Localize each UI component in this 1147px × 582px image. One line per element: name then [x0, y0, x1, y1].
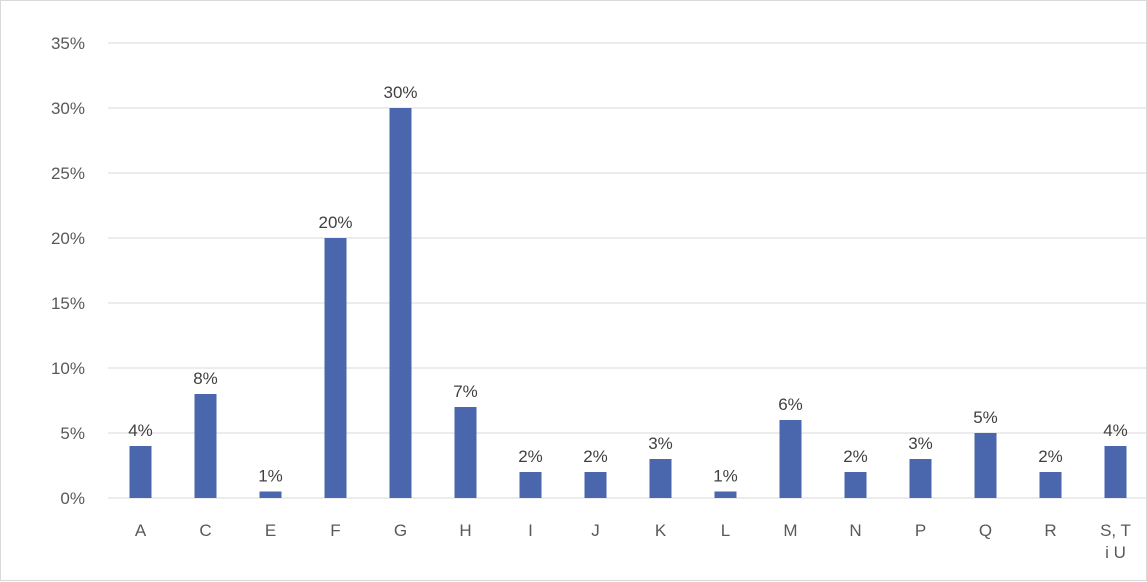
data-label: 5% — [973, 408, 998, 427]
bars — [129, 108, 1127, 498]
y-tick-label: 30% — [51, 99, 85, 118]
bar-j — [584, 472, 607, 498]
x-tick-label: E — [265, 521, 276, 540]
data-label: 8% — [193, 369, 218, 388]
data-label: 1% — [258, 467, 283, 486]
y-tick-label: 0% — [60, 489, 85, 508]
bar-m — [779, 420, 802, 498]
bar-a — [129, 446, 152, 498]
y-tick-label: 15% — [51, 294, 85, 313]
x-tick-label: N — [849, 521, 861, 540]
bar-l — [714, 491, 737, 498]
y-tick-label: 20% — [51, 229, 85, 248]
x-tick-label: J — [591, 521, 600, 540]
gridlines — [108, 42, 1146, 499]
data-labels: 4% 8% 1% 20% 30% 7% 2% 2% 3% 1% 6% 2% 3% 5% 2% 4% — [128, 83, 1128, 486]
data-label: 2% — [583, 447, 608, 466]
bar-r — [1039, 472, 1062, 498]
data-label: 1% — [713, 467, 738, 486]
data-label: 3% — [648, 434, 673, 453]
data-label: 7% — [453, 382, 478, 401]
x-tick-label: R — [1044, 521, 1056, 540]
bar-g — [389, 108, 412, 498]
data-label: 20% — [318, 213, 352, 232]
x-tick-label: M — [783, 521, 797, 540]
x-tick-label: P — [915, 521, 926, 540]
bar-p — [909, 459, 932, 498]
bar-n — [844, 472, 867, 498]
x-tick-label: L — [721, 521, 730, 540]
bar-s-t-i-u — [1104, 446, 1127, 498]
x-tick-label: K — [655, 521, 667, 540]
y-tick-label: 35% — [51, 34, 85, 53]
bar-q — [974, 433, 997, 498]
y-tick-label: 25% — [51, 164, 85, 183]
data-label: 2% — [843, 447, 868, 466]
bar-h — [454, 407, 477, 498]
data-label: 2% — [1038, 447, 1063, 466]
bar-c — [194, 394, 217, 498]
y-tick-label: 5% — [60, 424, 85, 443]
bar-f — [324, 238, 347, 498]
data-label: 30% — [383, 83, 417, 102]
x-tick-label: C — [199, 521, 211, 540]
bar-e — [259, 491, 282, 498]
data-label: 4% — [1103, 421, 1128, 440]
data-label: 2% — [518, 447, 543, 466]
y-tick-label: 10% — [51, 359, 85, 378]
x-tick-label: I — [528, 521, 533, 540]
data-label: 3% — [908, 434, 933, 453]
x-tick-label: G — [394, 521, 407, 540]
x-tick-label: Q — [979, 521, 992, 540]
bar-k — [649, 459, 672, 498]
x-tick-label: F — [330, 521, 340, 540]
data-label: 6% — [778, 395, 803, 414]
bar-i — [519, 472, 542, 498]
x-tick-label: A — [135, 521, 147, 540]
x-tick-label: H — [459, 521, 471, 540]
y-axis-ticks: 0% 5% 10% 15% 20% 25% 30% 35% — [51, 34, 85, 508]
data-label: 4% — [128, 421, 153, 440]
